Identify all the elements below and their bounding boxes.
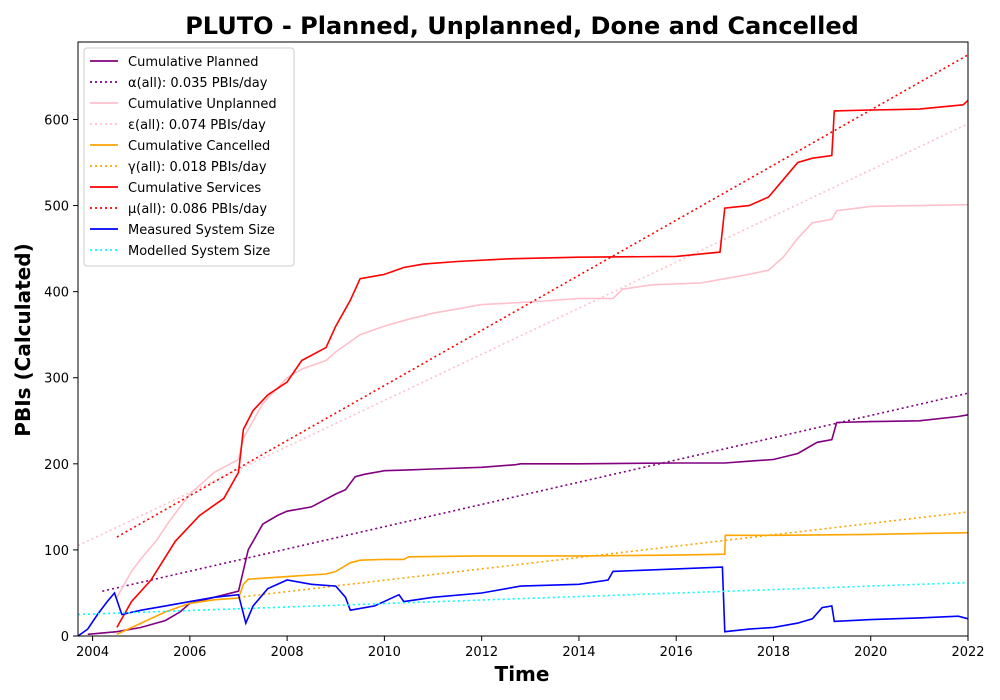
x-axis-label: Time <box>495 662 550 686</box>
series-line-1 <box>102 392 969 592</box>
series-line-6 <box>116 99 969 628</box>
y-tick-label-4: 400 <box>44 286 69 301</box>
legend-label-5: γ(all): 0.018 PBIs/day <box>128 160 267 175</box>
x-tick-label-7: 2018 <box>757 645 790 660</box>
chart-title: PLUTO - Planned, Unplanned, Done and Can… <box>185 12 859 40</box>
y-tick-label-6: 600 <box>44 113 69 128</box>
series-line-0 <box>87 414 969 636</box>
series-line-5 <box>238 511 969 599</box>
legend-label-9: Modelled System Size <box>128 244 270 259</box>
x-tick-label-9: 2022 <box>951 645 984 660</box>
legend-label-2: Cumulative Unplanned <box>128 97 277 112</box>
plot-frame <box>77 41 969 637</box>
y-tick-label-1: 100 <box>44 544 69 559</box>
legend-label-3: ε(all): 0.074 PBIs/day <box>128 118 266 133</box>
x-axis: 2004 2006 2008 2010 2012 2014 2016 2018 2020 2022 <box>76 636 985 660</box>
x-tick-label-8: 2020 <box>854 645 887 660</box>
x-tick-label-3: 2010 <box>368 645 401 660</box>
legend-label-4: Cumulative Cancelled <box>128 139 270 154</box>
y-tick-label-0: 0 <box>61 630 69 645</box>
x-tick-label-2: 2008 <box>271 645 304 660</box>
legend-label-0: Cumulative Planned <box>128 55 258 70</box>
series-line-7 <box>116 54 969 538</box>
x-tick-label-0: 2004 <box>76 645 109 660</box>
legend-box <box>83 47 295 267</box>
y-tick-label-2: 200 <box>44 458 69 473</box>
y-tick-label-5: 500 <box>44 200 69 215</box>
legend-label-1: α(all): 0.035 PBIs/day <box>128 76 268 91</box>
plot-series <box>77 54 969 637</box>
y-tick-label-3: 300 <box>44 372 69 387</box>
series-line-2 <box>116 203 969 598</box>
legend: Cumulative Planned α(all): 0.035 PBIs/day… <box>83 47 295 267</box>
series-line-4 <box>116 531 969 636</box>
x-tick-label-6: 2016 <box>660 645 693 660</box>
series-line-3 <box>77 123 969 547</box>
y-axis-label: PBIs (Calculated) <box>11 243 35 436</box>
x-tick-label-1: 2006 <box>173 645 206 660</box>
x-tick-label-5: 2014 <box>562 645 595 660</box>
x-tick-label-4: 2012 <box>465 645 498 660</box>
legend-label-7: μ(all): 0.086 PBIs/day <box>128 202 267 217</box>
legend-label-8: Measured System Size <box>128 223 275 238</box>
legend-label-6: Cumulative Services <box>128 181 261 196</box>
series-line-9 <box>77 581 969 616</box>
series-line-8 <box>77 566 969 637</box>
y-axis: 0 100 200 300 400 500 600 <box>44 113 78 645</box>
